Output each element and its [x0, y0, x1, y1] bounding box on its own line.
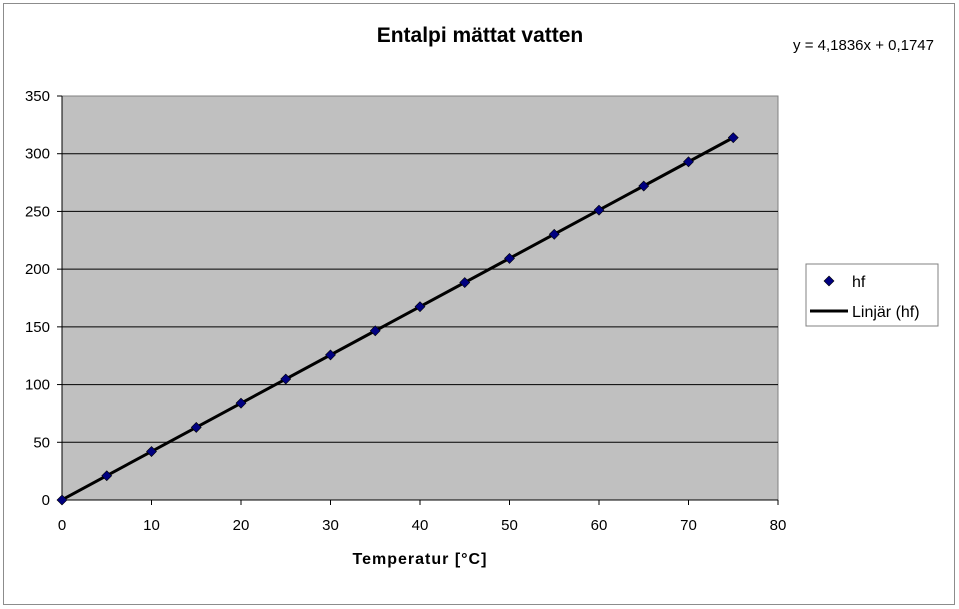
data-point [190, 421, 202, 433]
y-tick-label-200: 200 [25, 261, 50, 278]
x-tick-label-10: 10 [143, 517, 160, 534]
data-point [638, 180, 650, 192]
x-tick-label-60: 60 [591, 517, 608, 534]
data-point [235, 397, 247, 409]
legend-label-hf: hf [852, 274, 866, 291]
trendline [61, 136, 734, 502]
legend-marker-hf [823, 275, 835, 287]
data-point [101, 470, 113, 482]
data-point [369, 325, 381, 337]
data-point [548, 228, 560, 240]
x-axis-title: Temperatur [°C] [353, 551, 488, 568]
y-tick-label-100: 100 [25, 377, 50, 394]
data-point [56, 494, 68, 506]
data-point [593, 204, 605, 216]
data-point [504, 252, 515, 264]
x-tick-label-80: 80 [770, 517, 787, 534]
x-tick-label-40: 40 [412, 517, 429, 534]
chart-title: Entalpi mättat vatten [377, 24, 584, 47]
y-tick-label-250: 250 [25, 203, 50, 220]
data-point [280, 373, 292, 385]
x-tick-label-70: 70 [680, 517, 697, 534]
legend-box [805, 263, 939, 327]
y-tick-label-0: 0 [42, 492, 50, 509]
legend-label-trend: Linjär (hf) [852, 304, 920, 321]
y-tick-label-50: 50 [33, 434, 50, 451]
x-tick-label-50: 50 [501, 517, 518, 534]
x-tick-label-30: 30 [322, 517, 339, 534]
trendline-line [61, 136, 734, 502]
y-tick-label-350: 350 [25, 88, 50, 105]
x-tick-label-20: 20 [233, 517, 250, 534]
x-tick-label-0: 0 [58, 517, 66, 534]
y-tick-label-300: 300 [25, 146, 50, 163]
x-tick-labels: 0 10 20 30 40 50 60 70 80 [58, 517, 787, 534]
data-point [414, 301, 426, 313]
legend: hf Linjär (hf) [805, 263, 939, 327]
data-point [325, 349, 336, 361]
data-point [683, 156, 694, 168]
y-tick-label-150: 150 [25, 319, 50, 336]
plot-area [61, 95, 779, 501]
y-tick-labels: 0 50 100 150 200 250 300 350 [25, 88, 50, 509]
data-points [56, 132, 739, 506]
trendline-equation: y = 4,1836x + 0,1747 [793, 37, 934, 54]
data-point [727, 132, 739, 144]
data-point [459, 277, 471, 288]
grid-lines [62, 153, 778, 443]
data-point [146, 446, 157, 457]
